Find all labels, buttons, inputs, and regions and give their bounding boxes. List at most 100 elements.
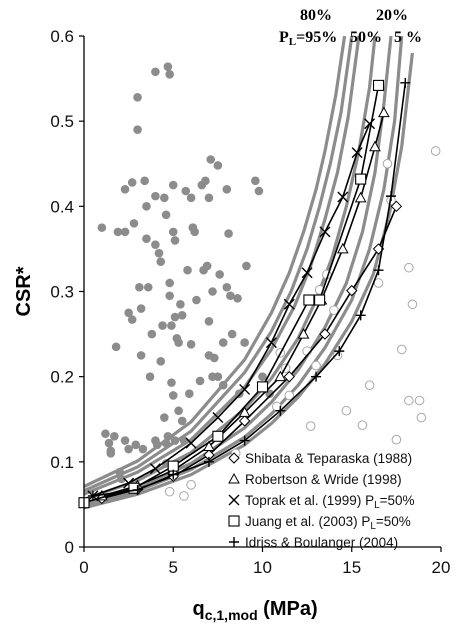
filled-point	[133, 93, 142, 102]
x-tick-label: 5	[169, 558, 178, 577]
filled-point	[97, 223, 107, 232]
series-marker	[149, 463, 161, 475]
filled-point	[113, 227, 123, 237]
series-marker	[238, 415, 251, 427]
filled-point	[186, 193, 196, 203]
legend-marker	[228, 494, 240, 506]
probability-curve	[84, 36, 361, 496]
open-point	[382, 158, 393, 169]
series-marker	[203, 440, 215, 452]
open-point	[416, 412, 427, 423]
filled-point	[177, 416, 187, 426]
series-marker	[386, 191, 397, 202]
open-point	[430, 146, 441, 156]
series-marker	[185, 437, 197, 449]
filled-point	[104, 438, 114, 448]
open-point	[186, 480, 196, 490]
x-tick-label: 0	[79, 558, 88, 577]
x-axis-title-sub: c,1,mod	[205, 607, 258, 623]
series-marker	[212, 430, 224, 442]
filled-point	[131, 440, 141, 450]
filled-point	[170, 236, 180, 245]
legend: Shibata & Teparaska (1988) Robertson & W…	[228, 451, 415, 550]
x-tick-label: 10	[253, 558, 272, 577]
filled-point	[222, 282, 232, 292]
filled-point	[161, 210, 171, 220]
filled-point	[201, 176, 210, 186]
y-tick-label: 0.1	[50, 453, 74, 472]
filled-point	[135, 282, 144, 292]
x-tick-label: 20	[432, 558, 451, 577]
legend-item-shibata: Shibata & Teparaska (1988)	[228, 451, 412, 466]
filled-point	[208, 287, 217, 296]
legend-marker	[229, 537, 239, 547]
legend-item-toprak: Toprak et al. (1999) PL=50%	[228, 493, 415, 511]
open-point	[404, 395, 414, 406]
filled-point	[110, 431, 119, 441]
filled-point	[181, 186, 191, 196]
probability-curve	[84, 36, 347, 488]
filled-points	[97, 62, 274, 484]
open-point	[311, 360, 321, 371]
open-point	[391, 434, 402, 445]
filled-point	[120, 185, 130, 194]
probability-label-95-value: =95%	[296, 29, 337, 46]
filled-point	[213, 372, 223, 381]
filled-point	[158, 321, 167, 330]
series-marker	[319, 226, 331, 238]
filled-point	[174, 406, 183, 416]
filled-point	[133, 125, 142, 134]
filled-point	[176, 299, 185, 309]
series-marker	[239, 383, 251, 395]
filled-point	[206, 155, 216, 164]
filled-point	[240, 338, 249, 347]
filled-point	[165, 278, 174, 288]
filled-point	[165, 70, 174, 79]
filled-point	[160, 413, 169, 422]
series-marker	[87, 490, 98, 501]
series-marker	[378, 106, 390, 118]
series-marker	[372, 79, 385, 91]
filled-point	[218, 338, 228, 347]
open-point	[396, 344, 407, 355]
series-marker	[354, 191, 367, 203]
series-marker	[336, 242, 349, 254]
series-marker	[265, 337, 277, 349]
probability-label-5: 5 %	[394, 29, 422, 46]
axes	[79, 35, 442, 552]
filled-point	[152, 440, 162, 450]
x-axis-title-unit: (MPa)	[258, 598, 318, 620]
filled-point	[161, 438, 171, 448]
open-point	[404, 262, 414, 273]
filled-point	[183, 265, 192, 275]
legend-marker	[228, 472, 240, 484]
filled-point	[124, 308, 133, 318]
filled-point	[111, 342, 121, 352]
legend-label-robertson: Robertson & Wride (1998)	[245, 472, 402, 487]
series-marker	[274, 370, 287, 382]
probability-label-sub: L	[289, 36, 296, 48]
legend-label-juang: Juang et al. (2003) PL=50%	[245, 514, 411, 532]
legend-label-toprak-sub: L	[374, 500, 380, 511]
filled-point	[168, 227, 178, 237]
probability-curve	[84, 36, 393, 506]
legend-marker	[228, 452, 240, 464]
probability-curve	[84, 36, 377, 501]
filled-point	[234, 389, 244, 399]
filled-point	[160, 193, 169, 203]
legend-label-juang-sub: L	[370, 521, 376, 532]
legend-marker	[228, 515, 240, 527]
filled-point	[222, 185, 232, 194]
series-marker	[283, 370, 295, 383]
open-point	[407, 299, 418, 310]
probability-label-p: P	[279, 29, 289, 46]
open-point	[179, 491, 189, 501]
filled-point	[106, 449, 116, 458]
series-marker	[337, 191, 349, 203]
filled-point	[224, 229, 233, 238]
legend-item-idriss: Idriss & Boulanger (2004)	[229, 535, 398, 550]
legend-label-juang-main: Juang et al. (2003) P	[245, 514, 370, 529]
series-marker	[311, 371, 322, 382]
open-point	[164, 486, 175, 497]
filled-point	[120, 436, 130, 445]
